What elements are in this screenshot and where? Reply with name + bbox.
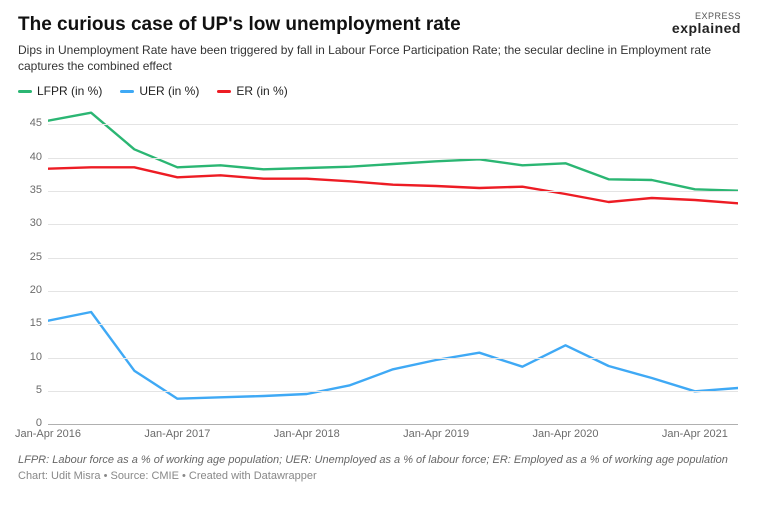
y-axis-label: 45: [18, 117, 42, 129]
y-axis-label: 30: [18, 217, 42, 229]
x-axis-label: Jan-Apr 2021: [662, 428, 728, 440]
publisher-logo: EXPRESS explained: [672, 12, 741, 35]
legend: LFPR (in %) UER (in %) ER (in %): [18, 84, 741, 98]
y-axis-label: 10: [18, 351, 42, 363]
gridline: [48, 391, 738, 392]
y-axis-label: 25: [18, 251, 42, 263]
y-axis-label: 15: [18, 317, 42, 329]
chart-title: The curious case of UP's low unemploymen…: [18, 14, 741, 36]
gridline: [48, 258, 738, 259]
legend-label: ER (in %): [236, 84, 287, 98]
legend-swatch: [18, 90, 32, 93]
y-axis-label: 35: [18, 184, 42, 196]
y-axis-label: 40: [18, 151, 42, 163]
legend-item-er: ER (in %): [217, 84, 287, 98]
line-plot: [48, 104, 738, 444]
footnote: LFPR: Labour force as a % of working age…: [18, 454, 741, 466]
credit-line: Chart: Udit Misra • Source: CMIE • Creat…: [18, 470, 741, 482]
x-axis-label: Jan-Apr 2017: [144, 428, 210, 440]
gridline: [48, 224, 738, 225]
gridline: [48, 358, 738, 359]
gridline: [48, 424, 738, 425]
legend-label: UER (in %): [139, 84, 199, 98]
gridline: [48, 324, 738, 325]
x-axis-label: Jan-Apr 2020: [532, 428, 598, 440]
x-axis-label: Jan-Apr 2016: [15, 428, 81, 440]
gridline: [48, 158, 738, 159]
gridline: [48, 291, 738, 292]
logo-bottom: explained: [672, 21, 741, 35]
legend-label: LFPR (in %): [37, 84, 102, 98]
y-axis-label: 20: [18, 284, 42, 296]
chart-area: 051015202530354045Jan-Apr 2016Jan-Apr 20…: [18, 104, 738, 444]
legend-swatch: [120, 90, 134, 93]
gridline: [48, 191, 738, 192]
gridline: [48, 124, 738, 125]
y-axis-label: 5: [18, 384, 42, 396]
x-axis-label: Jan-Apr 2018: [274, 428, 340, 440]
series-line-er: [48, 168, 738, 204]
legend-item-uer: UER (in %): [120, 84, 199, 98]
legend-swatch: [217, 90, 231, 93]
series-line-uer: [48, 312, 738, 399]
legend-item-lfpr: LFPR (in %): [18, 84, 102, 98]
x-axis-label: Jan-Apr 2019: [403, 428, 469, 440]
chart-subtitle: Dips in Unemployment Rate have been trig…: [18, 42, 718, 74]
